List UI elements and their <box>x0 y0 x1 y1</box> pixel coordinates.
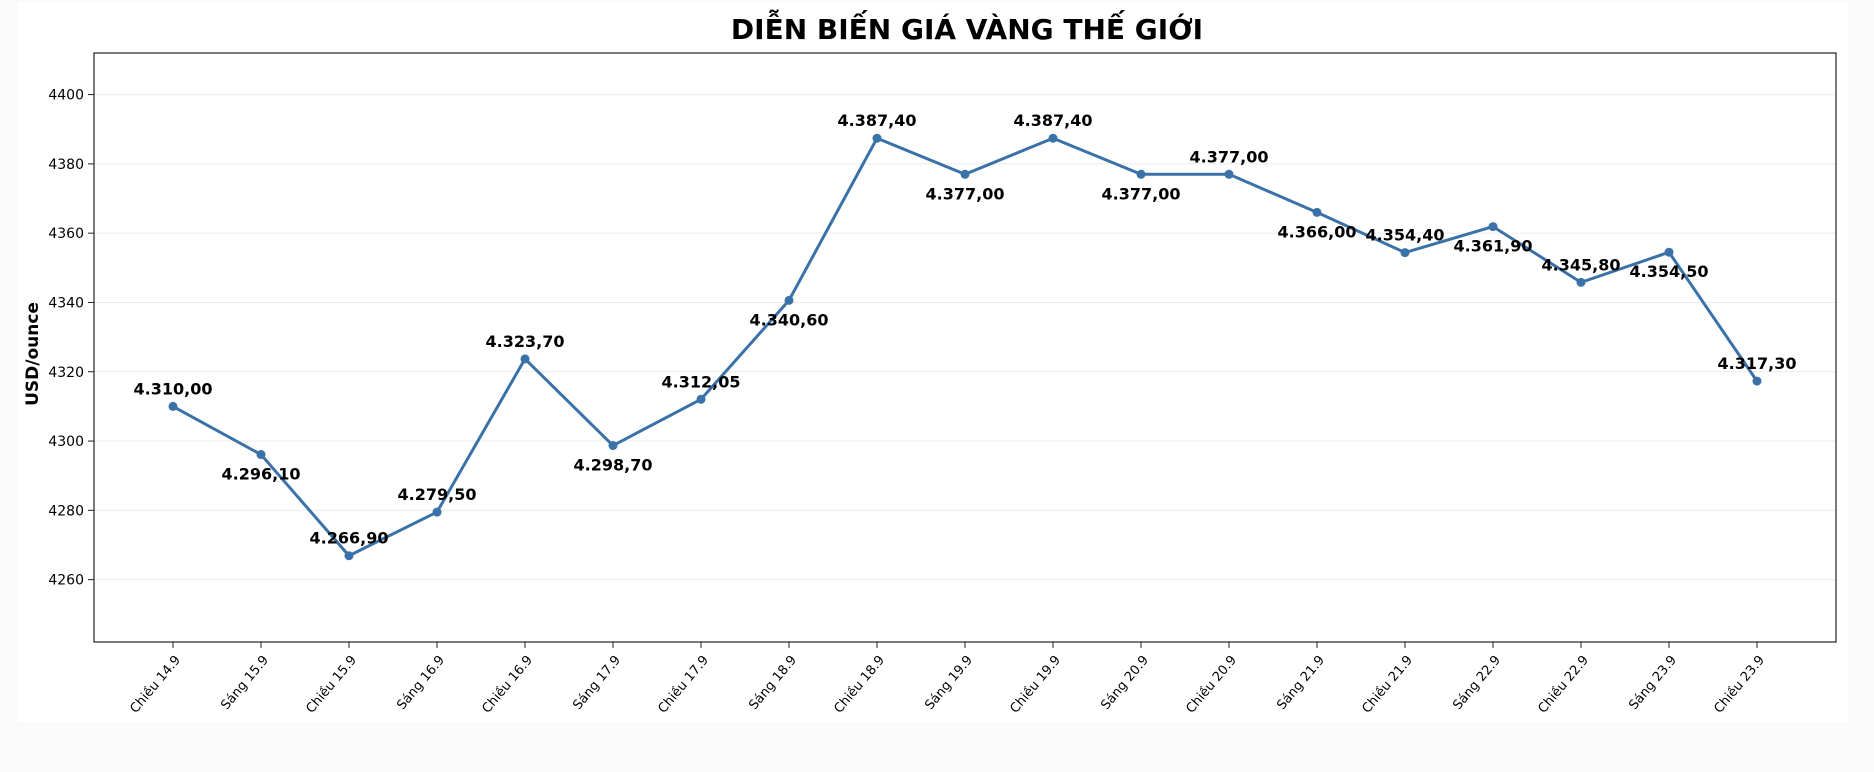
data-label: 4.279,50 <box>398 485 477 504</box>
data-point <box>960 169 970 179</box>
y-tick-label: 4380 <box>48 157 84 173</box>
data-point <box>1136 169 1146 179</box>
data-point <box>696 394 706 404</box>
data-label: 4.312,05 <box>662 372 741 391</box>
y-tick-label: 4300 <box>48 434 84 450</box>
y-tick-label: 4280 <box>48 503 84 519</box>
y-tick-label: 4320 <box>48 365 84 381</box>
x-tick-label: Chiều 22.9 <box>1535 653 1592 716</box>
data-point <box>1576 277 1586 287</box>
x-tick-label: Sáng 19.9 <box>922 653 976 713</box>
data-labels: 4.310,00 4.296,10 4.266,90 4.279,50 4.323,70… <box>134 111 1797 547</box>
x-tick-label: Sáng 22.9 <box>1450 653 1504 713</box>
x-tick-label: Chiều 21.9 <box>1359 653 1416 716</box>
y-tick-label: 4340 <box>48 295 84 311</box>
y-tick-label: 4260 <box>48 573 84 589</box>
data-label: 4.387,40 <box>1014 111 1093 130</box>
data-label: 4.323,70 <box>486 332 565 351</box>
data-point <box>1488 222 1498 232</box>
x-tick-label: Chiều 20.9 <box>1183 653 1240 716</box>
data-label: 4.317,30 <box>1718 354 1797 373</box>
data-label: 4.366,00 <box>1278 222 1357 241</box>
data-point <box>1752 376 1762 386</box>
y-axis-ticks: 4260 4280 4300 4320 4340 4360 4380 4400 <box>48 88 94 589</box>
data-point <box>1224 169 1234 179</box>
grid-lines <box>94 94 1836 581</box>
data-label: 4.298,70 <box>574 456 653 475</box>
data-point <box>608 441 618 451</box>
data-label: 4.340,60 <box>750 310 829 329</box>
data-point <box>784 295 794 305</box>
x-tick-label: Sáng 20.9 <box>1098 653 1152 713</box>
data-label: 4.345,80 <box>1542 255 1621 274</box>
y-tick-label: 4400 <box>48 88 84 104</box>
data-label: 4.296,10 <box>222 465 301 484</box>
data-point <box>1312 207 1322 217</box>
data-point <box>1048 133 1058 143</box>
x-tick-label: Sáng 23.9 <box>1626 653 1680 713</box>
x-tick-label: Sáng 21.9 <box>1274 653 1328 713</box>
data-point <box>344 551 354 561</box>
data-label: 4.377,00 <box>926 184 1005 203</box>
x-tick-label: Sáng 16.9 <box>394 653 448 713</box>
data-label: 4.377,00 <box>1190 147 1269 166</box>
data-label: 4.387,40 <box>838 111 917 130</box>
data-label: 4.361,90 <box>1454 237 1533 256</box>
chart-title: DIỄN BIẾN GIÁ VÀNG THẾ GIỚI <box>731 8 1203 46</box>
data-label: 4.377,00 <box>1102 184 1181 203</box>
x-tick-label: Sáng 17.9 <box>570 653 624 713</box>
y-axis-label: USD/ounce <box>23 302 43 406</box>
data-point <box>1664 247 1674 257</box>
x-axis-ticks: Chiều 14.9 Sáng 15.9 Chiều 15.9 Sáng 16.9 Ch… <box>127 642 1768 716</box>
x-tick-label: Chiều 18.9 <box>831 653 888 716</box>
data-label: 4.354,40 <box>1366 226 1445 245</box>
data-label: 4.310,00 <box>134 379 213 398</box>
data-point <box>520 354 530 364</box>
data-points <box>168 133 1762 561</box>
data-point <box>432 507 442 517</box>
data-point <box>1400 248 1410 258</box>
x-tick-label: Sáng 15.9 <box>218 653 272 713</box>
x-tick-label: Sáng 18.9 <box>746 653 800 713</box>
data-point <box>872 133 882 143</box>
data-label: 4.354,50 <box>1630 262 1709 281</box>
x-tick-label: Chiều 19.9 <box>1007 653 1064 716</box>
x-tick-label: Chiều 16.9 <box>479 653 536 716</box>
line-chart: DIỄN BIẾN GIÁ VÀNG THẾ GIỚI USD/ounce 42… <box>23 8 1837 716</box>
data-label: 4.266,90 <box>310 529 389 548</box>
x-tick-label: Chiều 15.9 <box>303 653 360 716</box>
chart-canvas: DIỄN BIẾN GIÁ VÀNG THẾ GIỚI USD/ounce 42… <box>18 2 1848 722</box>
data-point <box>168 401 178 411</box>
x-tick-label: Chiều 14.9 <box>127 653 184 716</box>
plot-frame <box>93 52 1837 643</box>
x-tick-label: Chiều 23.9 <box>1711 653 1768 716</box>
x-tick-label: Chiều 17.9 <box>655 653 712 716</box>
data-point <box>256 450 266 460</box>
y-tick-label: 4360 <box>48 226 84 242</box>
